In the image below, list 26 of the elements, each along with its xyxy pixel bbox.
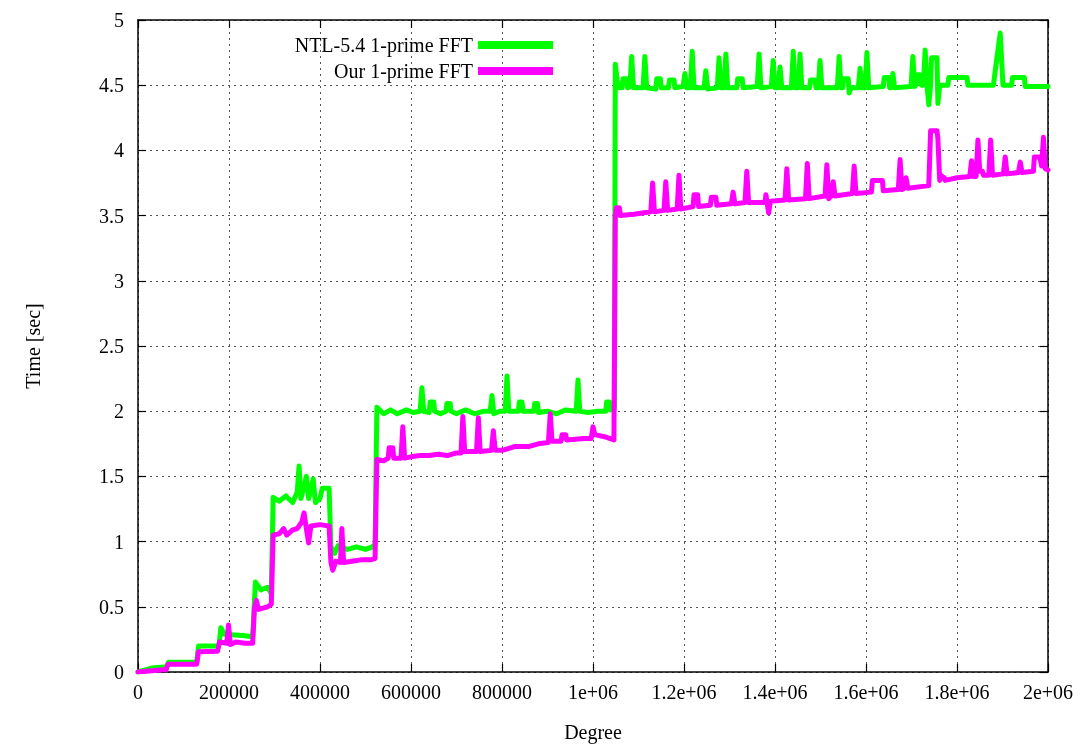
legend-label: NTL-5.4 1-prime FFT xyxy=(294,34,473,57)
y-tick-label: 4.5 xyxy=(99,74,124,97)
x-tick-label: 0 xyxy=(133,681,143,703)
y-tick-label: 5 xyxy=(114,9,124,31)
x-tick-label: 1e+06 xyxy=(567,681,619,703)
x-tick-label: 1.6e+06 xyxy=(833,681,899,703)
x-tick-label: 1.2e+06 xyxy=(651,681,717,703)
y-axis-title: Time [sec] xyxy=(22,303,44,389)
x-axis-title: Degree xyxy=(564,721,622,744)
x-tick-label: 600000 xyxy=(381,681,441,703)
y-tick-label: 0.5 xyxy=(99,595,124,618)
y-tick-label: 1 xyxy=(114,530,124,553)
x-tick-label: 1.4e+06 xyxy=(742,681,808,703)
y-tick-label: 4 xyxy=(114,139,124,162)
x-tick-label: 800000 xyxy=(472,681,532,703)
y-tick-label: 2.5 xyxy=(99,335,124,357)
y-tick-label: 1.5 xyxy=(99,465,124,488)
x-tick-label: 400000 xyxy=(290,681,350,703)
x-tick-label: 200000 xyxy=(199,681,259,703)
legend-label: Our 1-prime FFT xyxy=(334,60,473,83)
x-tick-label: 2e+06 xyxy=(1022,681,1074,703)
y-tick-label: 3 xyxy=(114,269,124,292)
y-tick-label: 2 xyxy=(114,400,124,423)
y-tick-label: 0 xyxy=(114,661,124,683)
y-tick-label: 3.5 xyxy=(99,204,124,227)
x-tick-label: 1.8e+06 xyxy=(924,681,990,703)
